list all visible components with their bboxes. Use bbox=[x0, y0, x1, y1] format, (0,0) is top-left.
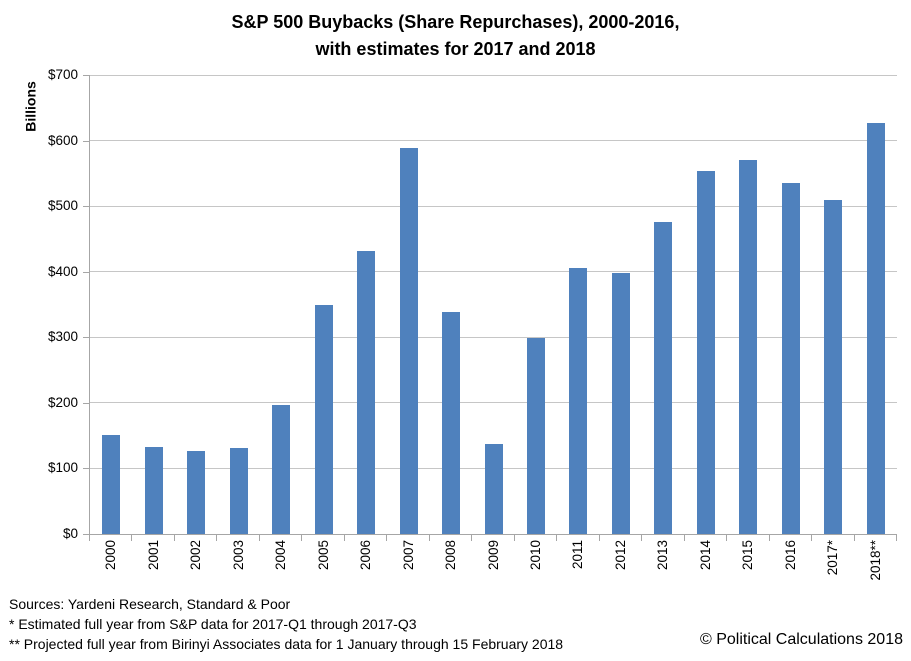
y-axis-line bbox=[89, 75, 90, 534]
x-axis-tick bbox=[386, 534, 388, 541]
chart-title: S&P 500 Buybacks (Share Repurchases), 20… bbox=[0, 9, 911, 63]
x-axis-tick bbox=[131, 534, 133, 541]
y-axis-tick bbox=[83, 337, 90, 339]
x-tick-label-2012: 2012 bbox=[612, 540, 628, 571]
bar-2008 bbox=[442, 312, 461, 534]
x-tick-label-2008: 2008 bbox=[443, 540, 459, 571]
bar-2003 bbox=[229, 448, 248, 534]
x-tick-label-2014: 2014 bbox=[697, 540, 713, 571]
x-axis-tick bbox=[896, 534, 897, 541]
x-tick-label-2018**: 2018** bbox=[867, 540, 883, 581]
x-axis-tick bbox=[598, 534, 600, 541]
bar-2006 bbox=[357, 251, 376, 534]
x-tick-label-2005: 2005 bbox=[315, 540, 331, 571]
x-tick-label-2004: 2004 bbox=[273, 540, 289, 571]
y-axis-tick bbox=[83, 534, 90, 535]
y-tick-label: $400 bbox=[47, 263, 78, 279]
bar-2011 bbox=[569, 268, 588, 534]
bar-2009 bbox=[484, 444, 503, 534]
x-axis-tick bbox=[301, 534, 303, 541]
x-axis-tick bbox=[811, 534, 813, 541]
bar-2016 bbox=[781, 182, 800, 534]
bar-2018** bbox=[866, 122, 885, 534]
gridline-400 bbox=[90, 271, 897, 273]
x-axis-tick bbox=[768, 534, 770, 541]
y-tick-label: $600 bbox=[47, 132, 78, 148]
x-tick-label-2016: 2016 bbox=[782, 540, 798, 571]
x-axis-tick bbox=[556, 534, 558, 541]
footnotes: Sources: Yardeni Research, Standard & Po… bbox=[9, 594, 563, 654]
x-axis-tick bbox=[428, 534, 430, 541]
y-axis-title: Billions bbox=[22, 81, 39, 132]
bar-2007 bbox=[399, 148, 418, 534]
footnote-estimate: * Estimated full year from S&P data for … bbox=[9, 616, 417, 632]
x-tick-label-2017*: 2017* bbox=[825, 540, 841, 576]
x-tick-label-2007: 2007 bbox=[400, 540, 416, 571]
bar-2015 bbox=[739, 159, 758, 534]
bar-2014 bbox=[696, 171, 715, 534]
x-tick-label-2000: 2000 bbox=[103, 540, 119, 571]
gridline-200 bbox=[90, 402, 897, 404]
x-axis-tick bbox=[683, 534, 685, 541]
copyright: © Political Calculations 2018 bbox=[699, 631, 903, 648]
bar-2017* bbox=[824, 200, 843, 534]
x-tick-label-2010: 2010 bbox=[527, 540, 543, 571]
x-axis-tick bbox=[726, 534, 728, 541]
x-axis-tick bbox=[343, 534, 345, 541]
x-axis-tick bbox=[513, 534, 515, 541]
gridline-600 bbox=[90, 140, 897, 142]
y-tick-label: $500 bbox=[47, 198, 78, 214]
y-axis-tick bbox=[83, 75, 90, 76]
y-axis-tick bbox=[83, 140, 90, 142]
source-note: Sources: Yardeni Research, Standard & Po… bbox=[9, 596, 291, 612]
x-tick-label-2002: 2002 bbox=[188, 540, 204, 571]
chart-title-line-1: S&P 500 Buybacks (Share Repurchases), 20… bbox=[231, 12, 680, 32]
y-axis-tick bbox=[83, 468, 90, 470]
bar-2000 bbox=[102, 434, 121, 534]
y-tick-label: $200 bbox=[47, 394, 78, 410]
bar-2001 bbox=[144, 447, 163, 534]
bar-2013 bbox=[654, 221, 673, 534]
x-axis-tick bbox=[471, 534, 473, 541]
x-tick-label-2001: 2001 bbox=[145, 540, 161, 571]
x-tick-label-2015: 2015 bbox=[740, 540, 756, 571]
x-tick-label-2009: 2009 bbox=[485, 540, 501, 571]
y-tick-label: $700 bbox=[47, 67, 78, 82]
bar-2012 bbox=[611, 273, 630, 534]
y-axis-tick bbox=[83, 402, 90, 404]
x-tick-label-2011: 2011 bbox=[570, 540, 586, 570]
gridline-300 bbox=[90, 336, 897, 338]
x-tick-label-2013: 2013 bbox=[655, 540, 671, 571]
x-axis-line bbox=[89, 534, 897, 535]
x-tick-label-2003: 2003 bbox=[230, 540, 246, 571]
chart-title-line-2: with estimates for 2017 and 2018 bbox=[315, 39, 596, 59]
gridline-700 bbox=[90, 74, 897, 76]
x-axis-tick bbox=[173, 534, 175, 541]
footnote-projection: ** Projected full year from Birinyi Asso… bbox=[9, 636, 564, 652]
x-tick-label-2006: 2006 bbox=[358, 540, 374, 571]
y-tick-label: $0 bbox=[62, 526, 78, 541]
y-tick-label: $100 bbox=[47, 460, 78, 476]
x-axis-tick bbox=[641, 534, 643, 541]
y-tick-label: $300 bbox=[47, 329, 78, 345]
x-axis-tick bbox=[258, 534, 260, 541]
x-axis-tick bbox=[89, 534, 90, 541]
bar-2004 bbox=[272, 404, 291, 534]
bar-2005 bbox=[314, 305, 333, 534]
gridline-500 bbox=[90, 205, 897, 207]
x-axis-tick bbox=[216, 534, 218, 541]
x-axis-tick bbox=[853, 534, 855, 541]
y-axis-tick bbox=[83, 206, 90, 208]
bar-2002 bbox=[187, 450, 206, 534]
bar-2010 bbox=[526, 337, 545, 534]
y-axis-tick bbox=[83, 271, 90, 273]
